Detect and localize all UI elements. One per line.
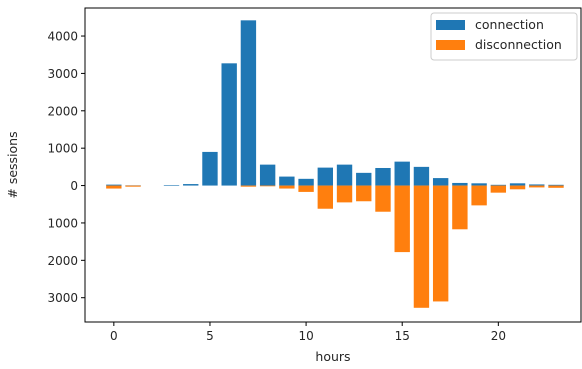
bar-connection-15 [394,161,410,186]
bar-disconnection-17 [432,185,449,302]
bar-connection-16 [413,166,430,186]
legend-label-disconnection: disconnection [475,37,562,52]
bar-disconnection-13 [356,185,372,202]
y-tick-label: 3000 [47,67,78,81]
bar-connection-5 [202,151,218,186]
bar-disconnection-7 [240,185,257,187]
bar-connection-8 [259,164,276,186]
bar-connection-7 [240,20,257,186]
y-tick-label: 4000 [47,30,78,44]
bar-connection-9 [279,176,295,186]
legend: connection disconnection [430,12,578,61]
bar-disconnection-14 [375,185,391,212]
bar-disconnection-20 [490,185,507,193]
bar-connection-13 [356,172,372,186]
bar-disconnection-23 [548,185,564,188]
bar-disconnection-12 [336,185,353,203]
bar-disconnection-22 [529,185,545,188]
legend-swatch-connection [436,20,465,30]
plot-area-frame [84,7,582,323]
bar-disconnection-0 [106,185,122,189]
y-tick-label: 1000 [47,216,78,230]
bar-disconnection-18 [452,185,468,230]
bar-disconnection-21 [509,185,526,190]
y-tick-label: 1000 [47,142,78,156]
bar-disconnection-10 [298,185,314,192]
bar-connection-18 [452,182,468,186]
bar-connection-19 [471,183,487,186]
x-axis-label: hours [315,349,350,364]
y-axis-label: # sessions [5,131,20,198]
bar-disconnection-16 [413,185,430,308]
bar-connection-3 [163,185,180,186]
bar-disconnection-15 [394,185,410,253]
bar-connection-22 [529,184,545,186]
y-axis-ticks: 4000 3000 2000 1000 0 1000 2000 3000 [47,30,85,305]
bar-connection-4 [183,184,199,186]
bar-connection-11 [317,167,333,186]
y-tick-label: 3000 [47,291,78,305]
bar-connection-10 [298,178,314,186]
bar-connection-23 [548,184,564,186]
legend-swatch-disconnection [436,40,465,50]
series-connection-bars [106,20,564,186]
x-axis-ticks: 0 5 10 15 20 [110,322,506,343]
bar-connection-0 [106,184,122,186]
legend-label-connection: connection [475,17,544,32]
bar-disconnection-8 [259,185,276,187]
bar-disconnection-1 [125,185,141,187]
series-disconnection-bars [106,185,564,308]
bar-connection-21 [509,183,526,186]
bar-connection-6 [221,63,237,186]
bar-disconnection-19 [471,185,487,206]
bar-connection-12 [336,164,353,186]
y-tick-label: 2000 [47,254,78,268]
x-tick-label: 10 [298,329,313,343]
x-tick-label: 15 [395,329,410,343]
bar-connection-20 [490,184,507,186]
y-tick-label: 2000 [47,104,78,118]
bar-disconnection-11 [317,185,333,209]
bar-connection-17 [432,178,449,186]
bar-connection-14 [375,167,391,186]
x-tick-label: 20 [491,329,506,343]
legend-box [430,12,578,61]
x-tick-label: 5 [206,329,214,343]
y-tick-label: 0 [70,179,78,193]
bar-disconnection-9 [279,185,295,189]
x-tick-label: 0 [110,329,118,343]
